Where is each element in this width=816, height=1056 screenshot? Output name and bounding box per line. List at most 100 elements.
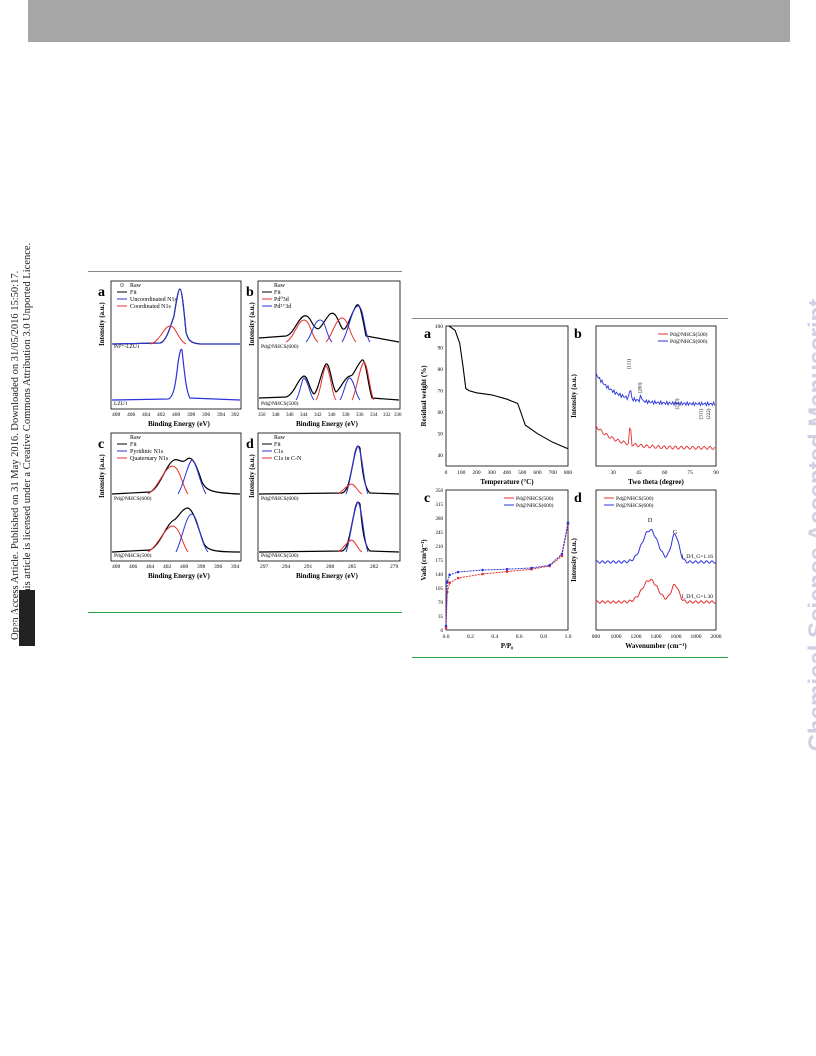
ytick-a-3: 70	[438, 389, 444, 395]
panel-letter-a: a	[98, 285, 105, 300]
ytick-a-6: 100	[435, 324, 444, 330]
svg-text:297: 297	[260, 564, 269, 570]
ytick-c-5: 175	[436, 559, 444, 564]
svg-text:332: 332	[383, 413, 391, 418]
svg-text:396: 396	[214, 564, 223, 570]
xtick-c-2: 0.4	[491, 634, 498, 640]
plot-frame-d	[257, 432, 401, 562]
ytick-a-5: 90	[438, 346, 444, 352]
isotherm-point-1-5	[505, 567, 509, 571]
chart-frame-d	[595, 489, 717, 631]
figure-rule-top-right	[412, 318, 728, 319]
isotherm-point-0-3	[456, 576, 460, 580]
chart-panel-a: a Temperature (°C) Residual weight (%) 0 100…	[420, 324, 572, 486]
spectrum-label-c2: Pd@NHCS(500)	[114, 552, 152, 559]
ytick-a-2: 60	[438, 410, 444, 416]
legend-c2-c: Quaternary N1s	[130, 456, 169, 462]
fit-curve-c1	[111, 457, 241, 495]
svg-text:288: 288	[326, 564, 335, 570]
chart-xlabel-c: P/P₀	[501, 642, 514, 650]
legend-b-600: Pd@NHCS(600)	[670, 338, 708, 345]
raman-ratio-500: I_D/I_G=1.30	[682, 594, 714, 600]
spectrum-label-a1: Pd²⁺-LZU1	[114, 343, 140, 350]
raman-series-600	[595, 528, 717, 564]
spectrum-label-b2: Pd@NHCS(500)	[261, 400, 299, 407]
chart-xlabel-b: Two theta (degree)	[628, 478, 684, 486]
xtick-a-6: 600	[533, 470, 542, 476]
chart-ylabel-b: Intensity (a.u.)	[570, 373, 578, 417]
ylabel-b: Intensity (a.u.)	[248, 302, 256, 346]
panel-letter-d: d	[246, 437, 254, 452]
chart-frame-a	[445, 325, 569, 467]
svg-text:334: 334	[370, 413, 378, 418]
license-line-2[interactable]: This article is licensed under a Creativ…	[22, 242, 33, 600]
xrd-annotation-2: (220)	[675, 398, 680, 409]
component-curve-c3	[147, 525, 189, 553]
xlabel-c: Binding Energy (eV)	[148, 572, 211, 580]
xtick-c-5: 1.0	[565, 634, 572, 640]
svg-text:342: 342	[314, 413, 322, 418]
isotherm-point-1-6	[530, 566, 533, 570]
legend-fit-d: Fit	[274, 442, 281, 448]
tga-curve	[448, 325, 569, 450]
component-curve-b1	[285, 317, 357, 343]
svg-text:279: 279	[390, 564, 399, 570]
ytick-c-8: 280	[436, 517, 444, 522]
ylabel-a: Intensity (a.u.)	[98, 302, 106, 346]
xtick-c-0: 0.0	[443, 634, 450, 640]
legend-c: Raw Fit Pyridinic N1s Quaternary N1s	[117, 435, 169, 462]
plot-frame-c	[110, 432, 242, 562]
license-line-1: Open Access Article. Published on 31 May…	[10, 270, 21, 640]
fit-curve-d2	[258, 501, 400, 553]
ylabel-c: Intensity (a.u.)	[98, 454, 106, 498]
component-curve-d4	[337, 539, 363, 553]
xtick-a-1: 100	[457, 470, 466, 476]
xtick-b-0: 30	[610, 470, 616, 476]
svg-text:340: 340	[328, 413, 336, 418]
xrd-series-500	[595, 424, 716, 451]
isotherm-point-0-8	[560, 554, 564, 558]
raman-annotation-G: G	[673, 530, 678, 536]
chart-panel-b: b Two theta (degree) Intensity (a.u.) 30 45 6…	[570, 325, 719, 486]
xtick-a-5: 500	[518, 470, 527, 476]
raman-ratio-600: I_D/I_G=1.16	[682, 554, 714, 560]
chart-letter-b: b	[574, 327, 582, 342]
legend-raw-c: Raw	[130, 435, 142, 441]
legend-c1-d: C1s	[274, 449, 284, 455]
isotherm-point-1-3	[456, 570, 460, 574]
xtick-d-0: 800	[592, 634, 601, 640]
isotherm-point-1-7	[548, 563, 551, 567]
raman-series-500	[595, 578, 717, 604]
isotherm-point-1-9	[566, 521, 570, 525]
fit-curve-a2	[111, 348, 241, 401]
spectrum-label-b1: Pd@NHCS(600)	[261, 343, 299, 350]
xps-figure: a Intensity (a.u.) Raw Fit Uncoordinated…	[98, 280, 402, 580]
svg-text:398: 398	[197, 564, 206, 570]
ytick-c-2: 70	[438, 601, 444, 606]
xlabel-d: Binding Energy (eV)	[296, 572, 359, 580]
xlabel-b: Binding Energy (eV)	[296, 420, 359, 428]
svg-text:392: 392	[231, 412, 240, 418]
fit-curve-c2	[111, 507, 241, 553]
ytick-c-3: 105	[436, 587, 444, 592]
watermark-text: Chemical Science Accepted Manuscript	[804, 298, 816, 752]
legend-d: Raw Fit C1s C1s in C-N	[262, 435, 302, 462]
chart-xlabel-a: Temperature (°C)	[480, 478, 534, 486]
spectrum-label-c1: Pd@NHCS(600)	[114, 495, 152, 502]
raman-annotation-D: D	[648, 518, 653, 524]
xtick-d-3: 1400	[651, 634, 662, 640]
isotherm-point-1-2	[448, 573, 451, 577]
legend-fit-c: Fit	[130, 442, 137, 448]
component-curve-a1	[111, 288, 240, 345]
xtick-a-3: 300	[488, 470, 497, 476]
isotherm-point-0-0	[444, 626, 448, 630]
xrd-annotation-3: (311)	[699, 408, 704, 419]
svg-text:404: 404	[146, 564, 155, 570]
svg-text:402: 402	[157, 412, 166, 418]
chart-ylabel-d: Intensity (a.u.)	[570, 537, 578, 581]
svg-text:394: 394	[217, 412, 226, 418]
svg-text:396: 396	[202, 412, 211, 418]
xlabel-a: Binding Energy (eV)	[148, 420, 211, 428]
svg-text:394: 394	[231, 564, 240, 570]
cc-by-badge[interactable]: cc BY	[12, 590, 35, 646]
